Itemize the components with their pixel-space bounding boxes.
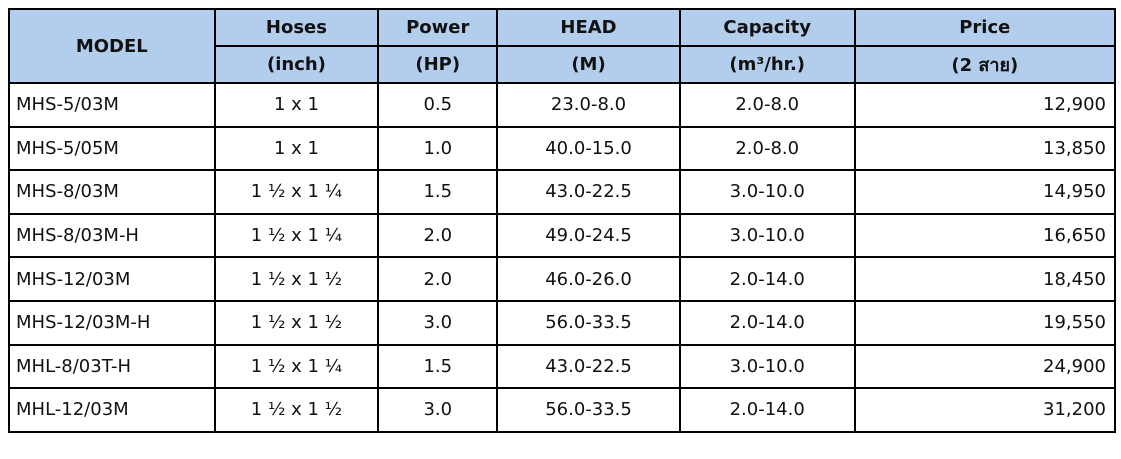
table-cell: MHL-8/03T-H	[8, 343, 216, 390]
table-cell: 31,200	[853, 387, 1117, 433]
table-cell: MHS-8/03M	[8, 169, 216, 215]
table-cell: 1.0	[377, 125, 499, 172]
table-row: MHL-8/03T-H 1 ½ x 1 ¼ 1.5 43.0-22.5 3.0-10.0…	[8, 343, 1117, 390]
table-cell: 3.0-10.0	[678, 212, 856, 259]
model-header: MODEL	[8, 8, 216, 84]
table-cell: 1 ½ x 1 ½	[213, 299, 380, 346]
price-table: MODEL Hoses Power HEAD Capacity Price (inch) (H…	[8, 8, 1117, 433]
column-unit: (2 สาย)	[853, 45, 1117, 84]
table-cell: 13,850	[853, 125, 1117, 172]
table-cell: MHS-12/03M	[8, 256, 216, 302]
table-cell: 1.5	[377, 343, 499, 390]
table-header: MODEL Hoses Power HEAD Capacity Price (inch) (H…	[8, 8, 1117, 84]
table-cell: 3.0-10.0	[678, 343, 856, 390]
table-cell: MHS-5/05M	[8, 125, 216, 172]
table-cell: 16,650	[853, 212, 1117, 259]
table-row: MHS-5/03M 1 x 1 0.5 23.0-8.0 2.0-8.0 12,900	[8, 82, 1117, 128]
table-cell: 43.0-22.5	[496, 169, 681, 215]
table-cell: 1 ½ x 1 ¼	[213, 212, 380, 259]
table-cell: 19,550	[853, 299, 1117, 346]
table-cell: 43.0-22.5	[496, 343, 681, 390]
column-header: HEAD	[496, 8, 681, 47]
table-cell: 2.0-8.0	[678, 125, 856, 172]
column-header: Power	[377, 8, 499, 47]
table-cell: 56.0-33.5	[496, 299, 681, 346]
table-cell: 1 x 1	[213, 125, 380, 172]
table-row: MHS-12/03M 1 ½ x 1 ½ 2.0 46.0-26.0 2.0-14.0 1…	[8, 256, 1117, 302]
table-row: MHS-8/03M 1 ½ x 1 ¼ 1.5 43.0-22.5 3.0-10.0 14…	[8, 169, 1117, 215]
column-header: Capacity	[678, 8, 856, 47]
table-cell: 2.0-14.0	[678, 256, 856, 302]
table-cell: 1.5	[377, 169, 499, 215]
table-cell: MHL-12/03M	[8, 387, 216, 433]
table-cell: 1 ½ x 1 ¼	[213, 169, 380, 215]
table-cell: 46.0-26.0	[496, 256, 681, 302]
table-cell: 23.0-8.0	[496, 82, 681, 128]
table-cell: 1 ½ x 1 ½	[213, 256, 380, 302]
table-cell: 1 ½ x 1 ¼	[213, 343, 380, 390]
table-cell: 56.0-33.5	[496, 387, 681, 433]
table-cell: 3.0	[377, 299, 499, 346]
column-unit: (M)	[496, 45, 681, 84]
table-cell: 3.0	[377, 387, 499, 433]
table-cell: MHS-12/03M-H	[8, 299, 216, 346]
unit-row: (inch) (HP) (M) (m³/hr.) (2 สาย)	[9, 45, 1117, 84]
table-row: MHS-5/05M 1 x 1 1.0 40.0-15.0 2.0-8.0 13,850	[8, 125, 1117, 172]
table-cell: 2.0-14.0	[678, 299, 856, 346]
table-cell: MHS-8/03M-H	[8, 212, 216, 259]
table-cell: 2.0-8.0	[678, 82, 856, 128]
table-cell: 24,900	[853, 343, 1117, 390]
table-cell: 3.0-10.0	[678, 169, 856, 215]
column-unit: (inch)	[213, 45, 380, 84]
table-row: MHL-12/03M 1 ½ x 1 ½ 3.0 56.0-33.5 2.0-14.0 3…	[8, 387, 1117, 433]
table-cell: MHS-5/03M	[8, 82, 216, 128]
table-cell: 1 x 1	[213, 82, 380, 128]
table-cell: 0.5	[377, 82, 499, 128]
table-cell: 1 ½ x 1 ½	[213, 387, 380, 433]
table-cell: 2.0-14.0	[678, 387, 856, 433]
table-cell: 12,900	[853, 82, 1117, 128]
header-row: MODEL Hoses Power HEAD Capacity Price	[8, 8, 1117, 84]
table-cell: 40.0-15.0	[496, 125, 681, 172]
table-cell: 14,950	[853, 169, 1117, 215]
table-cell: 49.0-24.5	[496, 212, 681, 259]
table-cell: 2.0	[377, 212, 499, 259]
table-row: MHS-12/03M-H 1 ½ x 1 ½ 3.0 56.0-33.5 2.0-14.…	[8, 299, 1117, 346]
table-row: MHS-8/03M-H 1 ½ x 1 ¼ 2.0 49.0-24.5 3.0-10.0…	[8, 212, 1117, 259]
table-cell: 18,450	[853, 256, 1117, 302]
column-unit: (HP)	[377, 45, 499, 84]
table-cell: 2.0	[377, 256, 499, 302]
table-body: MHS-5/03M 1 x 1 0.5 23.0-8.0 2.0-8.0 12,900 MH…	[8, 82, 1117, 433]
column-header: Price	[853, 8, 1117, 47]
column-unit: (m³/hr.)	[678, 45, 856, 84]
column-header: Hoses	[213, 8, 380, 47]
